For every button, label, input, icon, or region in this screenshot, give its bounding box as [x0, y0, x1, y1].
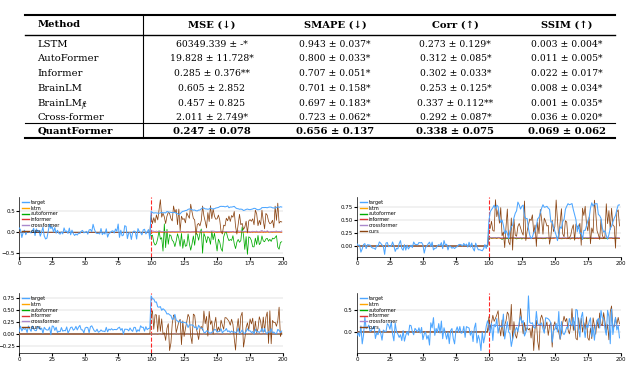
- Text: MSE (↓): MSE (↓): [188, 20, 236, 29]
- Text: Method: Method: [37, 20, 81, 29]
- Text: 0.011 ± 0.005*: 0.011 ± 0.005*: [531, 54, 602, 63]
- Text: Corr (↑): Corr (↑): [432, 20, 479, 29]
- Text: SMAPE (↓): SMAPE (↓): [303, 20, 367, 29]
- Text: 0.273 ± 0.129*: 0.273 ± 0.129*: [419, 40, 492, 49]
- Text: 0.723 ± 0.062*: 0.723 ± 0.062*: [300, 113, 371, 122]
- Legend: target, lstm, autoformer, informer, crossformer, ours: target, lstm, autoformer, informer, cros…: [22, 296, 61, 330]
- Text: 0.001 ± 0.035*: 0.001 ± 0.035*: [531, 99, 602, 107]
- Text: 0.253 ± 0.125*: 0.253 ± 0.125*: [420, 84, 491, 93]
- Text: 0.285 ± 0.376**: 0.285 ± 0.376**: [174, 69, 250, 78]
- Text: 0.697 ± 0.183*: 0.697 ± 0.183*: [300, 99, 371, 107]
- Text: 0.302 ± 0.033*: 0.302 ± 0.033*: [420, 69, 491, 78]
- Text: QuantFormer: QuantFormer: [37, 127, 113, 136]
- Text: 0.312 ± 0.085*: 0.312 ± 0.085*: [420, 54, 491, 63]
- Legend: target, lstm, autoformer, informer, crossformer, ours: target, lstm, autoformer, informer, cros…: [22, 199, 61, 234]
- Text: 60349.339 ± -*: 60349.339 ± -*: [176, 40, 248, 49]
- Text: 0.069 ± 0.062: 0.069 ± 0.062: [527, 127, 605, 136]
- Text: 0.003 ± 0.004*: 0.003 ± 0.004*: [531, 40, 602, 49]
- Legend: target, lstm, autoformer, informer, crossformer, ours: target, lstm, autoformer, informer, cros…: [360, 296, 399, 330]
- Text: 0.008 ± 0.034*: 0.008 ± 0.034*: [531, 84, 602, 93]
- Text: 0.247 ± 0.078: 0.247 ± 0.078: [173, 127, 251, 136]
- Text: 0.701 ± 0.158*: 0.701 ± 0.158*: [300, 84, 371, 93]
- Text: 0.337 ± 0.112**: 0.337 ± 0.112**: [417, 99, 493, 107]
- Text: Informer: Informer: [37, 69, 83, 78]
- Text: BrainLM: BrainLM: [37, 99, 82, 107]
- Text: 0.457 ± 0.825: 0.457 ± 0.825: [178, 99, 245, 107]
- Text: 0.943 ± 0.037*: 0.943 ± 0.037*: [300, 40, 371, 49]
- Text: 0.022 ± 0.017*: 0.022 ± 0.017*: [531, 69, 602, 78]
- Text: 0.292 ± 0.087*: 0.292 ± 0.087*: [420, 113, 491, 122]
- Text: BrainLM: BrainLM: [37, 84, 82, 93]
- Text: 0.036 ± 0.020*: 0.036 ± 0.020*: [531, 113, 602, 122]
- Legend: target, lstm, autoformer, informer, crossformer, ours: target, lstm, autoformer, informer, cros…: [360, 199, 399, 234]
- Text: 2.011 ± 2.749*: 2.011 ± 2.749*: [176, 113, 248, 122]
- Text: Cross-former: Cross-former: [37, 113, 104, 122]
- Text: 19.828 ± 11.728*: 19.828 ± 11.728*: [170, 54, 253, 63]
- Text: 0.338 ± 0.075: 0.338 ± 0.075: [417, 127, 494, 136]
- Text: 0.656 ± 0.137: 0.656 ± 0.137: [296, 127, 374, 136]
- Text: AutoFormer: AutoFormer: [37, 54, 99, 63]
- Text: LSTM: LSTM: [37, 40, 68, 49]
- Text: ft: ft: [81, 102, 86, 109]
- Text: 0.707 ± 0.051*: 0.707 ± 0.051*: [300, 69, 371, 78]
- Text: 0.800 ± 0.033*: 0.800 ± 0.033*: [300, 54, 371, 63]
- Text: SSIM (↑): SSIM (↑): [541, 20, 593, 29]
- Text: 0.605 ± 2.852: 0.605 ± 2.852: [178, 84, 245, 93]
